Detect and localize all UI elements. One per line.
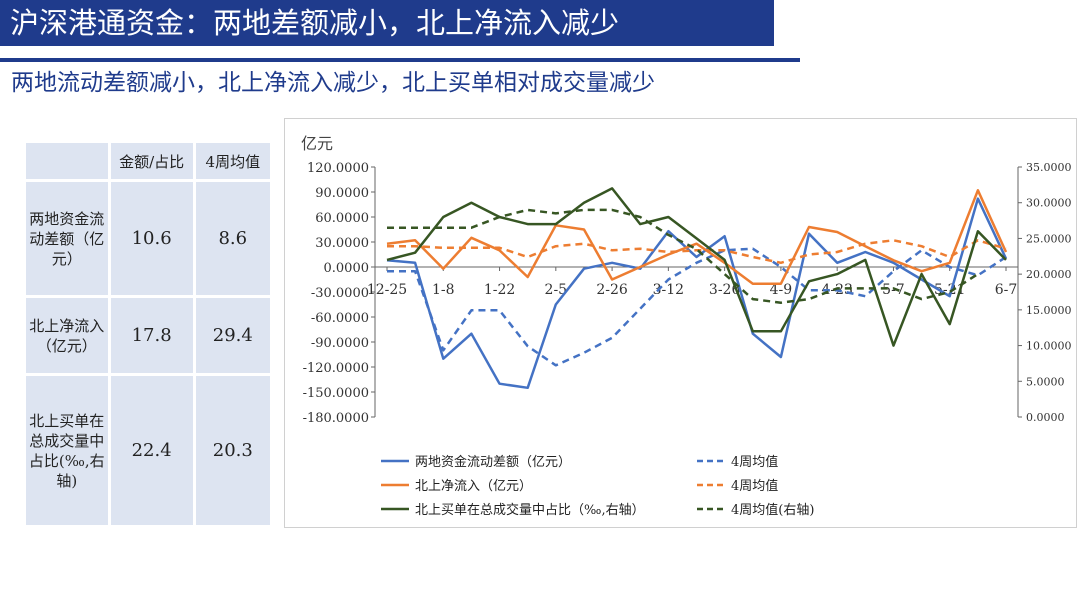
left-tick-label: 120.0000 xyxy=(307,161,369,176)
page-title: 沪深港通资金：两地差额减小，北上净流入减少 xyxy=(10,6,620,40)
page-subtitle: 两地流动差额减小，北上净流入减少，北上买单相对成交量减少 xyxy=(11,70,655,96)
table-header-cell: 金额/占比 xyxy=(107,140,196,182)
x-tick-label: 6-7 xyxy=(995,282,1018,298)
right-tick-label: 15.0000 xyxy=(1026,304,1072,317)
right-tick-label: 35.0000 xyxy=(1026,161,1072,174)
series-line xyxy=(387,247,1007,367)
left-tick-label: 0.0000 xyxy=(324,261,370,276)
x-tick-label: 1-8 xyxy=(432,282,455,298)
table-row-label: 北上买单在总成交量中占比(‰,右轴) xyxy=(23,373,111,528)
series-line xyxy=(386,187,1007,347)
left-tick-label: 90.0000 xyxy=(315,186,369,201)
table-row: 北上净流入（亿元） 17.8 29.4 xyxy=(23,295,274,376)
left-tick-label: -150.0000 xyxy=(303,386,369,401)
series-line xyxy=(386,189,1008,285)
line-chart: 亿元 120.0000 90.0000 60.0000 30.0000 0.0000 -3… xyxy=(301,134,1072,518)
table-row-label: 北上净流入（亿元） xyxy=(23,295,111,376)
x-tick-label: 2-5 xyxy=(545,282,568,298)
summary-table: 金额/占比 4周均值 两地资金流动差额（亿元） 10.6 8.6 北上净流入（亿… xyxy=(23,140,274,528)
table-row: 两地资金流动差额（亿元） 10.6 8.6 xyxy=(23,179,274,298)
left-tick-label: -90.0000 xyxy=(311,336,369,351)
table-row-avg: 8.6 xyxy=(192,179,274,298)
x-tick-label: 12-25 xyxy=(367,282,407,298)
table-row: 北上买单在总成交量中占比(‰,右轴) 22.4 20.3 xyxy=(23,373,274,528)
left-tick-label: 60.0000 xyxy=(315,211,369,226)
table-row-avg: 20.3 xyxy=(192,373,274,528)
series-line xyxy=(386,197,1008,390)
series-layer xyxy=(386,187,1008,390)
legend-label: 两地资金流动差额（亿元） xyxy=(415,454,571,470)
x-tick-label: 3-26 xyxy=(709,282,741,298)
chart-container: 亿元 120.0000 90.0000 60.0000 30.0000 0.0000 -3… xyxy=(284,118,1077,528)
legend-label: 北上买单在总成交量中占比（‰,右轴） xyxy=(415,502,645,518)
x-tick-label: 5-7 xyxy=(882,282,905,298)
legend-label: 4周均值 xyxy=(731,454,778,470)
right-tick-label: 20.0000 xyxy=(1026,268,1072,281)
table-row-value: 17.8 xyxy=(107,295,196,376)
right-tick-label: 10.0000 xyxy=(1026,340,1072,353)
left-tick-label: 30.0000 xyxy=(315,236,369,251)
legend-label: 北上净流入（亿元） xyxy=(415,479,532,494)
table-row-label: 两地资金流动差额（亿元） xyxy=(23,179,111,298)
series-line xyxy=(387,208,979,304)
right-tick-label: 30.0000 xyxy=(1026,197,1072,210)
x-tick-label: 1-22 xyxy=(484,282,515,298)
y-unit-label: 亿元 xyxy=(301,134,333,153)
series-line xyxy=(387,239,1007,265)
legend-label: 4周均值 xyxy=(731,478,778,494)
legend-label: 4周均值(右轴) xyxy=(731,502,814,518)
left-tick-label: -30.0000 xyxy=(311,286,369,301)
table-row-value: 10.6 xyxy=(107,179,196,298)
left-axis: 120.0000 90.0000 60.0000 30.0000 0.0000 -30.0… xyxy=(303,161,376,426)
right-tick-label: 25.0000 xyxy=(1026,232,1072,245)
x-tick-label: 2-26 xyxy=(596,282,628,298)
left-tick-label: -180.0000 xyxy=(303,411,369,426)
title-banner: 沪深港通资金：两地差额减小，北上净流入减少 xyxy=(0,0,774,46)
table-header-cell: 4周均值 xyxy=(192,140,274,182)
x-tick-label: 4-9 xyxy=(770,282,793,298)
table-header-row: 金额/占比 4周均值 xyxy=(23,140,274,182)
table-row-value: 22.4 xyxy=(107,373,196,528)
left-tick-label: -60.0000 xyxy=(311,311,369,326)
left-tick-label: -120.0000 xyxy=(303,361,369,376)
table-header-cell xyxy=(23,140,111,182)
table-row-avg: 29.4 xyxy=(192,295,274,376)
title-divider xyxy=(0,58,800,62)
right-tick-label: 5.0000 xyxy=(1026,375,1065,388)
right-tick-label: 0.0000 xyxy=(1026,411,1065,424)
right-axis: 35.0000 30.0000 25.0000 20.0000 15.0000 10.00… xyxy=(1017,161,1072,424)
